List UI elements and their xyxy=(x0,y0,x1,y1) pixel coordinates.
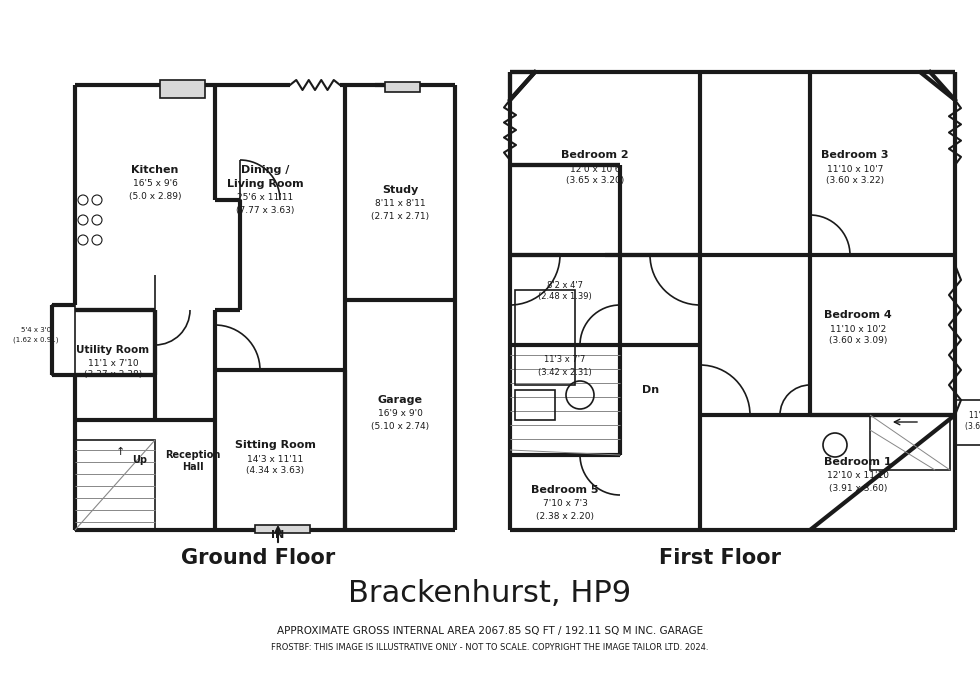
Bar xyxy=(385,82,420,92)
Text: Brackenhurst, HP9: Brackenhurst, HP9 xyxy=(349,580,631,609)
Text: (2.38 x 2.20): (2.38 x 2.20) xyxy=(536,511,594,520)
Text: Study: Study xyxy=(382,185,418,195)
Text: (3.60 x 3.22): (3.60 x 3.22) xyxy=(826,176,884,185)
Bar xyxy=(75,440,155,530)
Text: Reception: Reception xyxy=(166,450,220,460)
Text: (7.77 x 3.63): (7.77 x 3.63) xyxy=(236,206,294,215)
Bar xyxy=(515,290,575,385)
Text: 16'5 x 9'6: 16'5 x 9'6 xyxy=(132,180,177,189)
Text: 12'10 x 11'10: 12'10 x 11'10 xyxy=(827,471,889,481)
Text: Kitchen: Kitchen xyxy=(131,165,178,175)
Text: First Floor: First Floor xyxy=(659,548,781,568)
Text: 5'4 x 3'0: 5'4 x 3'0 xyxy=(21,327,51,333)
Text: Garage: Garage xyxy=(377,395,422,405)
Text: 14'3 x 11'11: 14'3 x 11'11 xyxy=(247,454,303,464)
Text: 11'3 x 7'7: 11'3 x 7'7 xyxy=(544,355,586,364)
Text: Dining /: Dining / xyxy=(241,165,289,175)
Text: 11'10 x 10'2: 11'10 x 10'2 xyxy=(830,325,886,334)
Text: (1.62 x 0.91): (1.62 x 0.91) xyxy=(14,336,59,343)
Bar xyxy=(52,305,75,375)
Text: (3.37 x 2.38): (3.37 x 2.38) xyxy=(84,370,142,379)
Text: 25'6 x 11'11: 25'6 x 11'11 xyxy=(237,193,293,202)
Text: FROSTBF: THIS IMAGE IS ILLUSTRATIVE ONLY - NOT TO SCALE. COPYRIGHT THE IMAGE TAI: FROSTBF: THIS IMAGE IS ILLUSTRATIVE ONLY… xyxy=(271,644,709,652)
Text: IN: IN xyxy=(271,530,284,540)
Text: 12'0 x 10'6: 12'0 x 10'6 xyxy=(569,165,620,174)
Text: (5.10 x 2.74): (5.10 x 2.74) xyxy=(371,422,429,430)
Text: 7'10 x 7'3: 7'10 x 7'3 xyxy=(543,499,587,509)
Text: (4.34 x 3.63): (4.34 x 3.63) xyxy=(246,466,304,475)
Text: (3.60 x 0.99): (3.60 x 0.99) xyxy=(965,422,980,432)
Text: Bedroom 4: Bedroom 4 xyxy=(824,310,892,320)
Text: (3.42 x 2.31): (3.42 x 2.31) xyxy=(538,368,592,377)
Text: Utility Room: Utility Room xyxy=(76,345,150,355)
Bar xyxy=(870,415,950,470)
Text: Dn: Dn xyxy=(643,385,660,395)
Text: Bedroom 3: Bedroom 3 xyxy=(821,150,889,160)
Bar xyxy=(955,400,980,445)
Text: Bedroom 5: Bedroom 5 xyxy=(531,485,599,495)
Text: Hall: Hall xyxy=(182,462,204,472)
Bar xyxy=(510,345,620,455)
Text: 8'11 x 8'11: 8'11 x 8'11 xyxy=(374,200,425,208)
Text: (2.71 x 2.71): (2.71 x 2.71) xyxy=(371,212,429,221)
Text: 11'1 x 7'10: 11'1 x 7'10 xyxy=(87,358,138,368)
Text: Ground Floor: Ground Floor xyxy=(181,548,335,568)
Text: Living Room: Living Room xyxy=(226,179,304,189)
Text: (5.0 x 2.89): (5.0 x 2.89) xyxy=(128,191,181,200)
Text: Bedroom 1: Bedroom 1 xyxy=(824,457,892,467)
Bar xyxy=(255,525,310,533)
Text: 11'10 x 3'3: 11'10 x 3'3 xyxy=(969,411,980,419)
Text: Bedroom 2: Bedroom 2 xyxy=(562,150,629,160)
Text: (3.60 x 3.09): (3.60 x 3.09) xyxy=(829,336,887,345)
Text: ↑: ↑ xyxy=(116,447,124,457)
Text: Up: Up xyxy=(132,455,148,465)
Text: (3.91 x 3.60): (3.91 x 3.60) xyxy=(829,484,887,492)
Text: (2.48 x 1.39): (2.48 x 1.39) xyxy=(538,293,592,302)
Text: 8'2 x 4'7: 8'2 x 4'7 xyxy=(547,281,583,289)
Text: Sitting Room: Sitting Room xyxy=(234,440,316,450)
Bar xyxy=(515,390,555,420)
Text: APPROXIMATE GROSS INTERNAL AREA 2067.85 SQ FT / 192.11 SQ M INC. GARAGE: APPROXIMATE GROSS INTERNAL AREA 2067.85 … xyxy=(277,626,703,636)
Text: (3.65 x 3.20): (3.65 x 3.20) xyxy=(565,176,624,185)
Bar xyxy=(160,80,205,98)
Text: 16'9 x 9'0: 16'9 x 9'0 xyxy=(377,409,422,419)
Text: 11'10 x 10'7: 11'10 x 10'7 xyxy=(827,165,883,174)
